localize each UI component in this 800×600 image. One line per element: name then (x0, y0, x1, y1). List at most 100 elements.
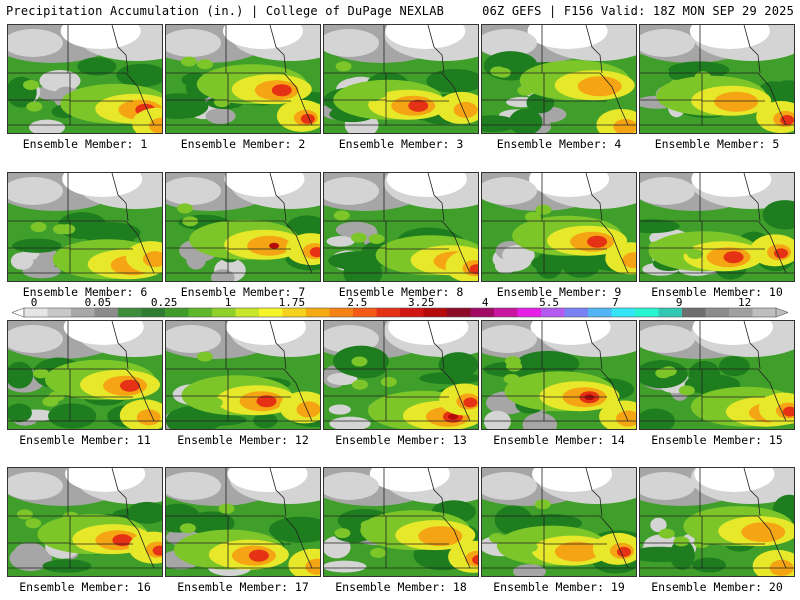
ensemble-member-label: Ensemble Member: 1 (22, 137, 148, 151)
ensemble-member-panel: Ensemble Member: 15 (639, 320, 795, 447)
ensemble-member-panel: Ensemble Member: 20 (639, 467, 795, 594)
scale-color-swatch (235, 308, 260, 317)
precipitation-map (639, 320, 795, 430)
ensemble-member-panel: Ensemble Member: 17 (165, 467, 321, 594)
scale-color-swatch (517, 308, 542, 317)
ensemble-member-panel: Ensemble Member: 6 (7, 172, 163, 299)
ensemble-member-panel: Ensemble Member: 12 (165, 320, 321, 447)
scale-color-swatch (494, 308, 518, 317)
scale-color-swatch (635, 308, 659, 317)
ensemble-member-label: Ensemble Member: 6 (22, 285, 148, 299)
ensemble-member-panel: Ensemble Member: 9 (481, 172, 637, 299)
scale-color-swatch (729, 308, 753, 317)
precipitation-map (481, 172, 637, 282)
scale-color-swatch (376, 308, 401, 317)
ensemble-member-label: Ensemble Member: 3 (338, 137, 464, 151)
chart-title: Precipitation Accumulation (in.) | Colle… (6, 4, 445, 18)
scale-color-swatch (94, 308, 119, 317)
ensemble-member-panel: Ensemble Member: 18 (323, 467, 479, 594)
precipitation-map (481, 320, 637, 430)
ensemble-member-label: Ensemble Member: 13 (335, 433, 467, 447)
ensemble-member-panel: Ensemble Member: 3 (323, 24, 479, 151)
color-scale-legend: 0 0.05 0.25 1 1.75 2.5 3.25 4 5.5 7 9 12 (12, 296, 788, 320)
ensemble-member-label: Ensemble Member: 7 (180, 285, 306, 299)
scale-color-swatch (71, 308, 95, 317)
ensemble-member-panel: Ensemble Member: 16 (7, 467, 163, 594)
precipitation-map (165, 172, 321, 282)
scale-tick-label: 0.25 (151, 296, 178, 309)
scale-color-swatch (188, 308, 213, 317)
precipitation-map (165, 320, 321, 430)
scale-tick-label: 3.25 (408, 296, 435, 309)
ensemble-member-label: Ensemble Member: 17 (177, 580, 309, 594)
scale-color-swatch (165, 308, 189, 317)
scale-color-swatch (588, 308, 612, 317)
precipitation-map (165, 24, 321, 134)
ensemble-member-panel: Ensemble Member: 19 (481, 467, 637, 594)
scale-color-swatch (658, 308, 683, 317)
ensemble-member-panel: Ensemble Member: 2 (165, 24, 321, 151)
ensemble-member-panel: Ensemble Member: 1 (7, 24, 163, 151)
ensemble-member-panel: Ensemble Member: 10 (639, 172, 795, 299)
scale-color-swatch (118, 308, 142, 317)
ensemble-member-label: Ensemble Member: 18 (335, 580, 467, 594)
scale-color-swatch (423, 308, 448, 317)
precipitation-map (323, 24, 479, 134)
ensemble-member-label: Ensemble Member: 2 (180, 137, 306, 151)
ensemble-member-label: Ensemble Member: 19 (493, 580, 625, 594)
precipitation-map (7, 172, 163, 282)
scale-color-swatch (564, 308, 589, 317)
scale-color-swatch (306, 308, 330, 317)
scale-tick-label: 1.75 (279, 296, 306, 309)
ensemble-member-label: Ensemble Member: 8 (338, 285, 464, 299)
precipitation-map (639, 467, 795, 577)
ensemble-member-label: Ensemble Member: 4 (496, 137, 622, 151)
scale-tick-label: 4 (482, 296, 489, 309)
scale-color-swatch (611, 308, 636, 317)
ensemble-member-panel: Ensemble Member: 11 (7, 320, 163, 447)
precipitation-map (323, 172, 479, 282)
scale-tick-label: 0 (31, 296, 38, 309)
precipitation-map (639, 24, 795, 134)
ensemble-member-label: Ensemble Member: 10 (651, 285, 783, 299)
ensemble-member-label: Ensemble Member: 15 (651, 433, 783, 447)
ensemble-member-panel: Ensemble Member: 14 (481, 320, 637, 447)
scale-tick-label: 12 (738, 296, 751, 309)
precipitation-map (165, 467, 321, 577)
scale-color-swatch (470, 308, 495, 317)
scale-color-swatch (329, 308, 354, 317)
scale-color-swatch (752, 308, 777, 317)
scale-tick-label: 1 (225, 296, 232, 309)
scale-tick-label: 7 (612, 296, 619, 309)
scale-tick-label: 0.05 (85, 296, 112, 309)
ensemble-member-panel: Ensemble Member: 13 (323, 320, 479, 447)
precipitation-map (481, 467, 637, 577)
scale-tick-label: 2.5 (347, 296, 367, 309)
scale-color-swatch (541, 308, 565, 317)
scale-color-swatch (682, 308, 706, 317)
ensemble-member-panel: Ensemble Member: 7 (165, 172, 321, 299)
scale-color-swatch (212, 308, 236, 317)
ensemble-member-label: Ensemble Member: 11 (19, 433, 151, 447)
scale-color-swatch (282, 308, 307, 317)
scale-color-swatch (447, 308, 471, 317)
ensemble-member-label: Ensemble Member: 5 (654, 137, 780, 151)
precipitation-map (481, 24, 637, 134)
precipitation-map (639, 172, 795, 282)
precipitation-map (7, 467, 163, 577)
ensemble-member-label: Ensemble Member: 12 (177, 433, 309, 447)
scale-color-swatch (705, 308, 730, 317)
precipitation-map (323, 320, 479, 430)
scale-color-swatch (24, 308, 48, 317)
scale-tick-label: 9 (676, 296, 683, 309)
scale-left-arrow (12, 307, 25, 318)
scale-right-arrow (775, 307, 788, 318)
scale-color-swatch (141, 308, 166, 317)
scale-tick-label: 5.5 (539, 296, 559, 309)
ensemble-member-panel: Ensemble Member: 4 (481, 24, 637, 151)
ensemble-member-panel: Ensemble Member: 5 (639, 24, 795, 151)
ensemble-member-label: Ensemble Member: 16 (19, 580, 151, 594)
precipitation-map (7, 24, 163, 134)
ensemble-member-label: Ensemble Member: 14 (493, 433, 625, 447)
ensemble-member-panel: Ensemble Member: 8 (323, 172, 479, 299)
